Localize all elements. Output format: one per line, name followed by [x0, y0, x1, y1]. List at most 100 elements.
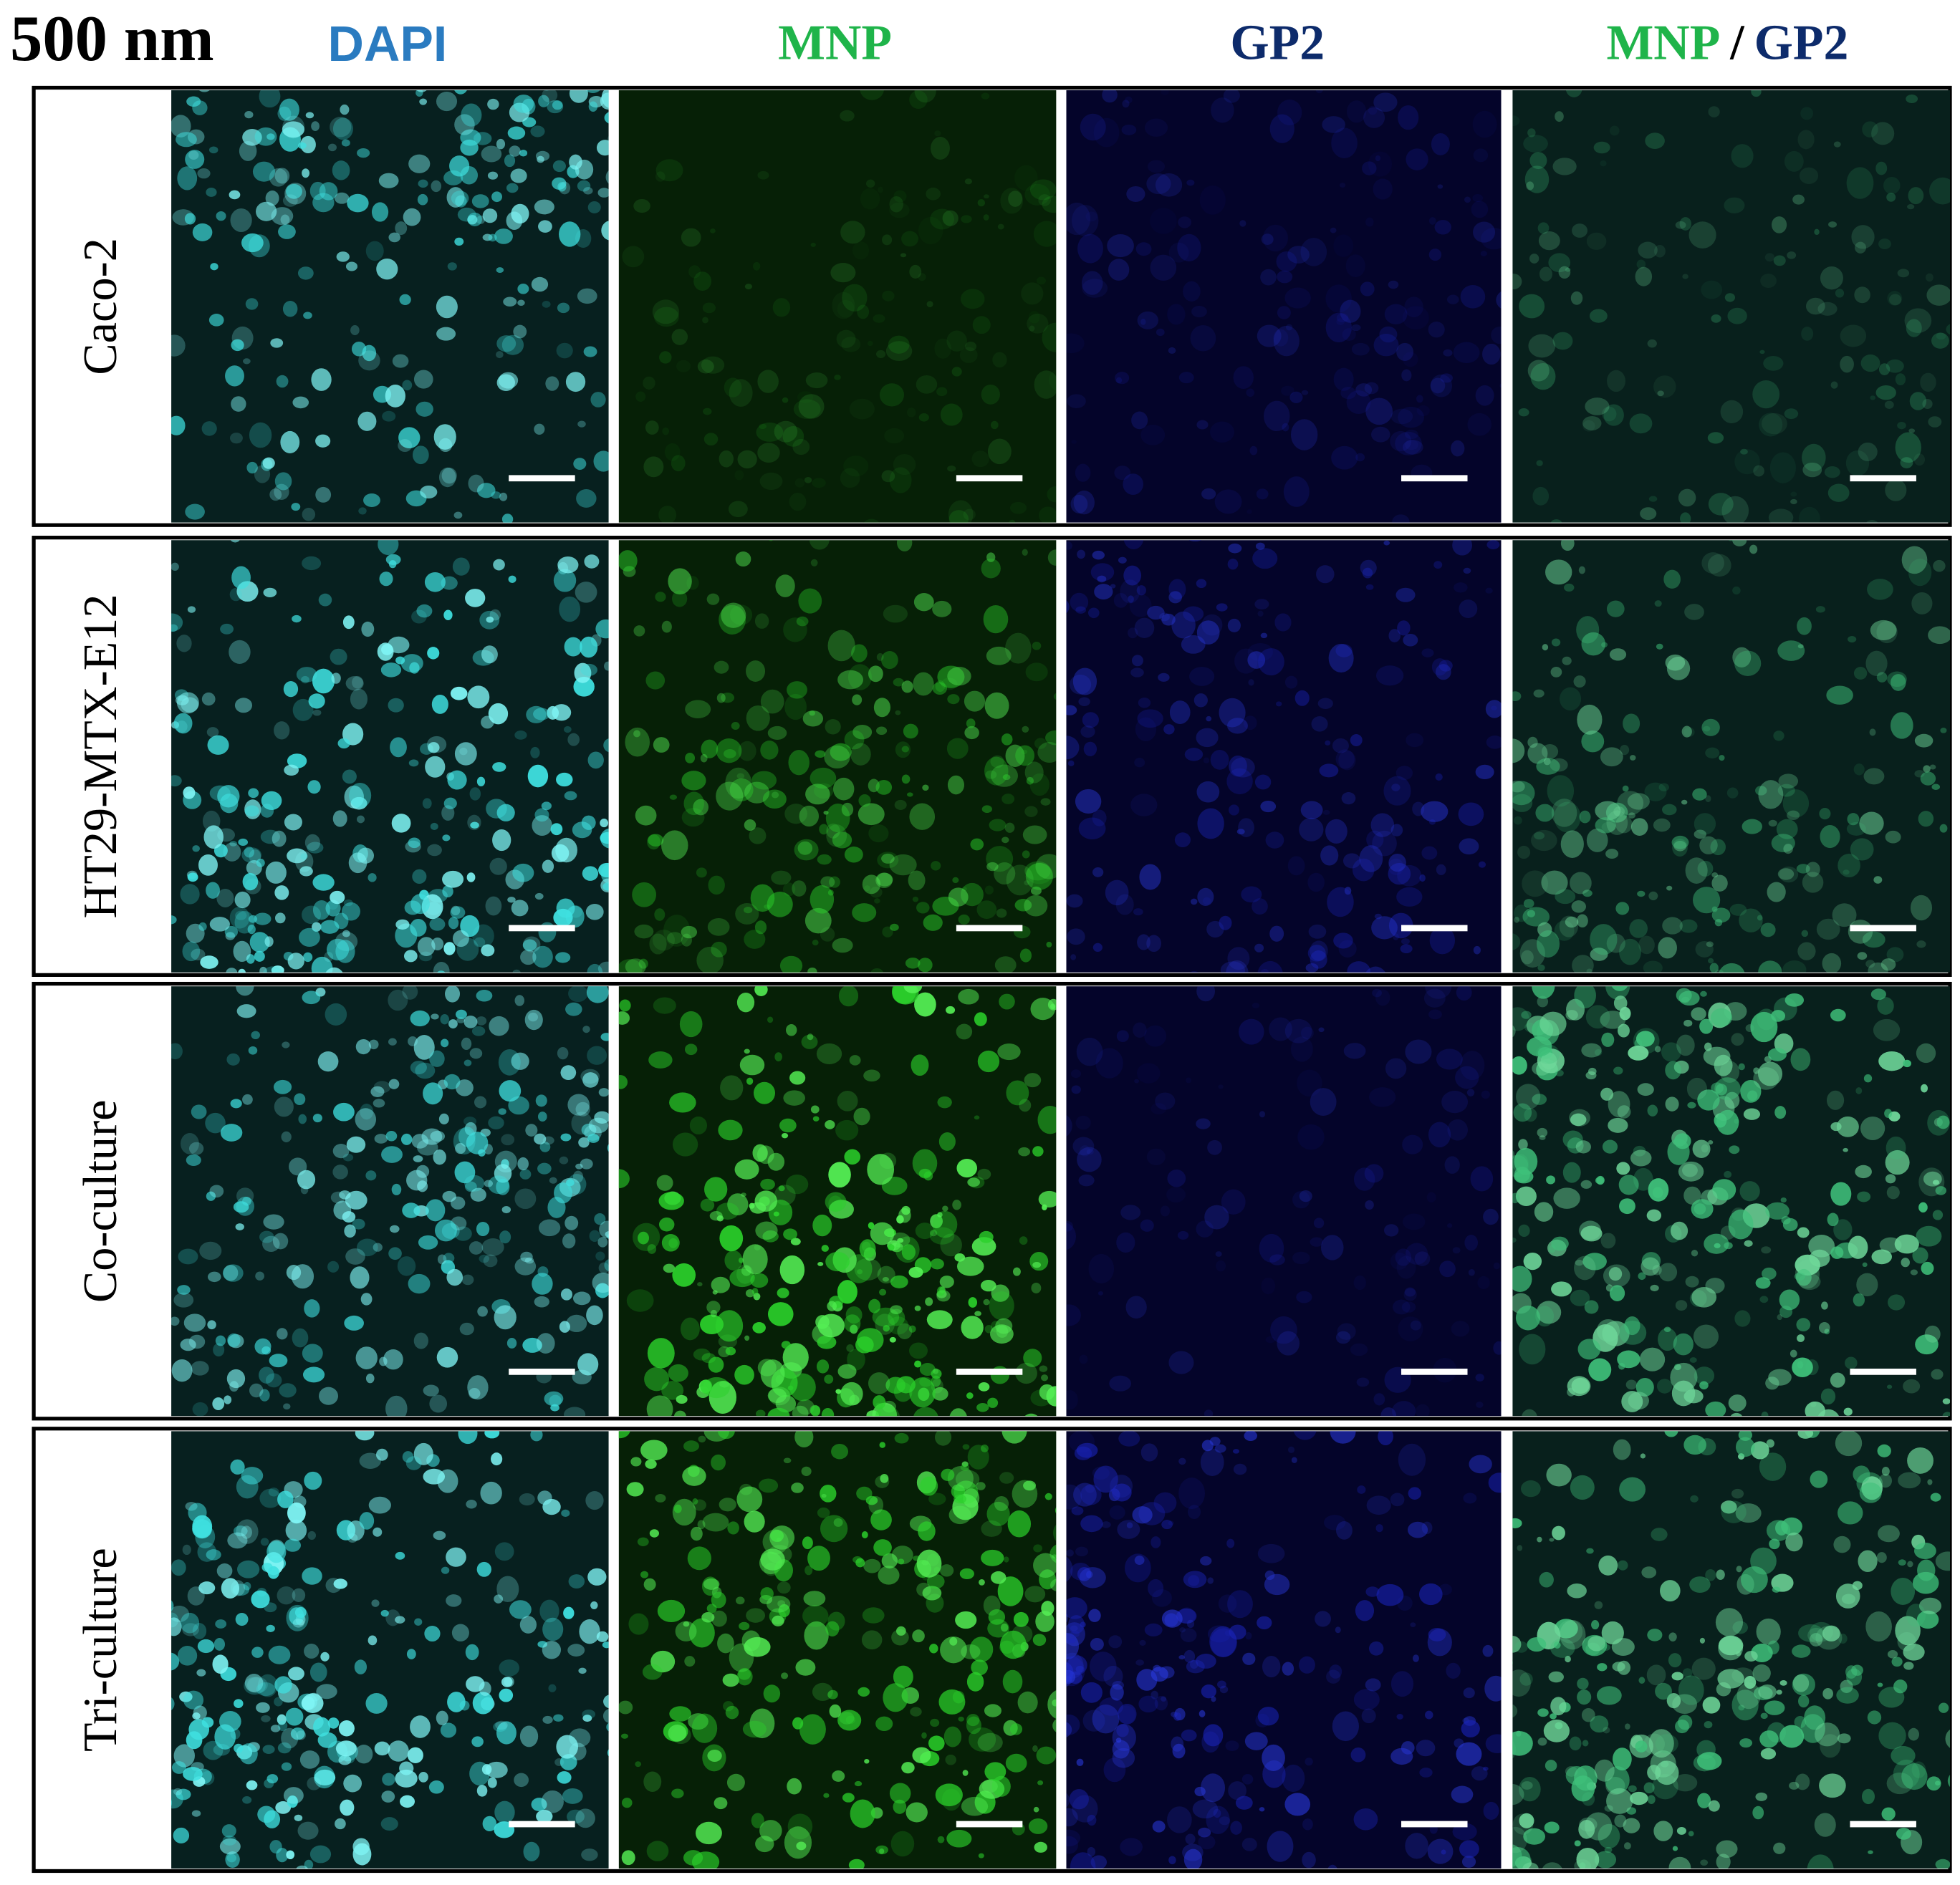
cell [683, 791, 704, 816]
cell [467, 1375, 489, 1400]
cell [1009, 501, 1027, 514]
cell [1346, 390, 1371, 414]
cell [1753, 1067, 1759, 1074]
cell [1210, 421, 1234, 443]
cell [536, 1333, 555, 1354]
cell [657, 1599, 686, 1623]
cell [945, 1754, 956, 1765]
cell [882, 234, 893, 246]
cell [446, 1547, 466, 1567]
cell [171, 115, 191, 138]
cell [772, 1615, 784, 1626]
cell [544, 1391, 564, 1407]
cell [1546, 1175, 1556, 1185]
cell [784, 804, 808, 824]
cell [235, 1223, 244, 1230]
cell [400, 1795, 415, 1808]
cell [1894, 1234, 1919, 1254]
cell [1643, 1782, 1655, 1793]
cell [1735, 1437, 1755, 1457]
cell [1287, 246, 1310, 264]
cell [455, 1142, 466, 1154]
cell [1265, 1336, 1276, 1344]
cell [443, 170, 463, 185]
cell [1035, 1611, 1055, 1632]
cell [1878, 1722, 1906, 1750]
cell [1254, 599, 1269, 609]
cell [423, 1082, 443, 1105]
cell [230, 1459, 245, 1475]
cell [908, 1342, 928, 1359]
cell [1005, 744, 1025, 768]
cell [991, 1284, 1010, 1302]
cell [251, 1647, 264, 1658]
cell [1483, 1208, 1499, 1225]
cell [939, 1564, 954, 1577]
cell [537, 1490, 552, 1505]
cell [441, 1566, 450, 1574]
cell [1293, 1431, 1317, 1440]
cell [1383, 540, 1390, 546]
cell [1368, 105, 1378, 115]
cell [284, 764, 299, 776]
cell [1512, 115, 1520, 127]
cell [1138, 698, 1151, 708]
cell [1665, 1061, 1681, 1080]
cell [1921, 1084, 1928, 1093]
cell [1167, 304, 1186, 325]
cell [1569, 1736, 1582, 1751]
cell [604, 661, 609, 671]
cell [789, 493, 807, 511]
cell [282, 1041, 290, 1048]
cell [337, 738, 350, 749]
cell [849, 398, 875, 420]
cell [1910, 1269, 1918, 1276]
cell [365, 1170, 377, 1181]
cell [1416, 1740, 1436, 1757]
cell [1459, 838, 1479, 855]
cell [996, 908, 1007, 918]
cell [1890, 712, 1913, 739]
cell [1257, 1707, 1279, 1726]
cell [963, 1488, 980, 1508]
cell [259, 90, 281, 108]
cell [1728, 1394, 1747, 1412]
cell [1403, 633, 1418, 647]
cell [666, 932, 683, 945]
cell [1779, 866, 1799, 883]
cell [356, 815, 365, 824]
cell [1406, 733, 1424, 748]
cell [182, 1623, 199, 1636]
cell [209, 917, 230, 932]
cell [1541, 743, 1559, 759]
cell [469, 1388, 481, 1399]
cell [541, 1790, 564, 1813]
cell [235, 1613, 249, 1626]
cell [1037, 1780, 1044, 1785]
cell [1161, 90, 1169, 95]
cell [881, 1553, 898, 1568]
cell [1887, 291, 1903, 306]
cell [1316, 565, 1335, 584]
cell [693, 799, 709, 816]
cell [1184, 748, 1204, 761]
cell [702, 317, 708, 324]
cell [241, 1467, 264, 1485]
cell [1277, 306, 1291, 319]
cell [655, 9, 671, 24]
cell [1330, 1431, 1356, 1444]
cell [1458, 802, 1484, 826]
cell [947, 1465, 974, 1492]
cell [1527, 743, 1548, 764]
cell [1307, 945, 1326, 962]
cell [279, 98, 299, 121]
cell [1260, 269, 1277, 286]
cell [519, 1616, 537, 1634]
cell [556, 772, 573, 787]
cell [840, 1382, 863, 1406]
cell [948, 500, 974, 523]
cell [1365, 584, 1374, 590]
cell [251, 1031, 261, 1040]
cell [560, 1133, 572, 1142]
cell [468, 474, 484, 493]
